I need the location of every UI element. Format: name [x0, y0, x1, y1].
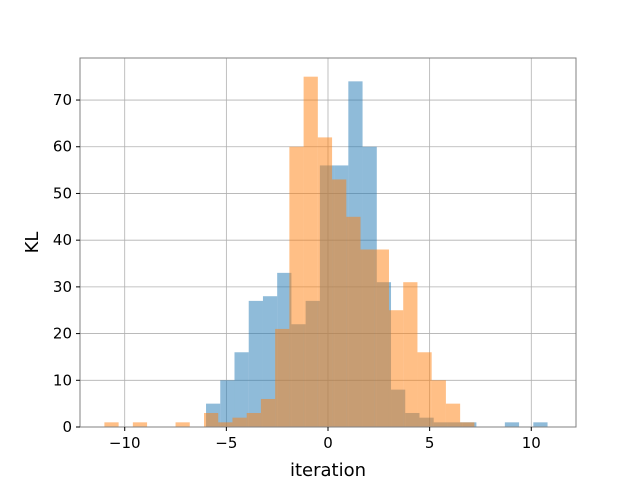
bar-series-2	[332, 179, 347, 427]
bar-series-2	[275, 328, 290, 427]
bar-series-2	[388, 310, 404, 427]
y-tick-label: 70	[53, 91, 72, 109]
bar-series-2	[260, 398, 276, 427]
bar-series-2	[303, 76, 318, 428]
bar-series-2	[289, 146, 304, 428]
y-axis-label: KL	[22, 232, 43, 254]
bar-series-2	[132, 422, 148, 427]
bar-series-2	[175, 422, 190, 427]
bar-series-2	[246, 412, 261, 427]
y-tick-label: 0	[62, 418, 72, 436]
bar-series-2	[317, 137, 333, 427]
y-tick-label: 60	[53, 138, 72, 156]
y-tick-label: 50	[53, 184, 72, 202]
bar-series-2	[417, 352, 432, 427]
x-tick-label: 0	[323, 434, 333, 452]
bar-series-2	[218, 422, 233, 427]
y-tick-label: 30	[53, 278, 72, 296]
histogram-bars	[104, 76, 548, 428]
bar-series-1	[504, 422, 520, 427]
bar-series-2	[374, 249, 389, 427]
bar-series-2	[460, 422, 475, 427]
x-tick-label: −5	[215, 434, 237, 452]
y-tick-label: 40	[53, 231, 72, 249]
bar-series-1	[234, 352, 249, 427]
bar-series-2	[403, 282, 418, 427]
bar-series-1	[262, 296, 278, 427]
x-axis-label: iteration	[290, 460, 366, 480]
bar-series-1	[220, 380, 235, 427]
y-tick-label: 20	[53, 325, 72, 343]
axis-ticks: −10 −5 0 5 10 0 10 20 30 40 50 60 70	[53, 91, 541, 452]
bar-series-2	[346, 216, 361, 427]
x-tick-label: 10	[522, 434, 541, 452]
bar-series-2	[204, 412, 219, 427]
y-tick-label: 10	[53, 371, 72, 389]
bar-series-2	[232, 417, 247, 427]
bar-series-2	[431, 380, 446, 427]
bar-series-1	[533, 422, 548, 427]
bar-series-1	[248, 300, 263, 427]
x-tick-label: −10	[109, 434, 141, 452]
bar-series-2	[445, 403, 461, 427]
x-tick-label: 5	[425, 434, 435, 452]
bar-series-2	[360, 249, 375, 427]
bar-series-2	[104, 422, 119, 427]
